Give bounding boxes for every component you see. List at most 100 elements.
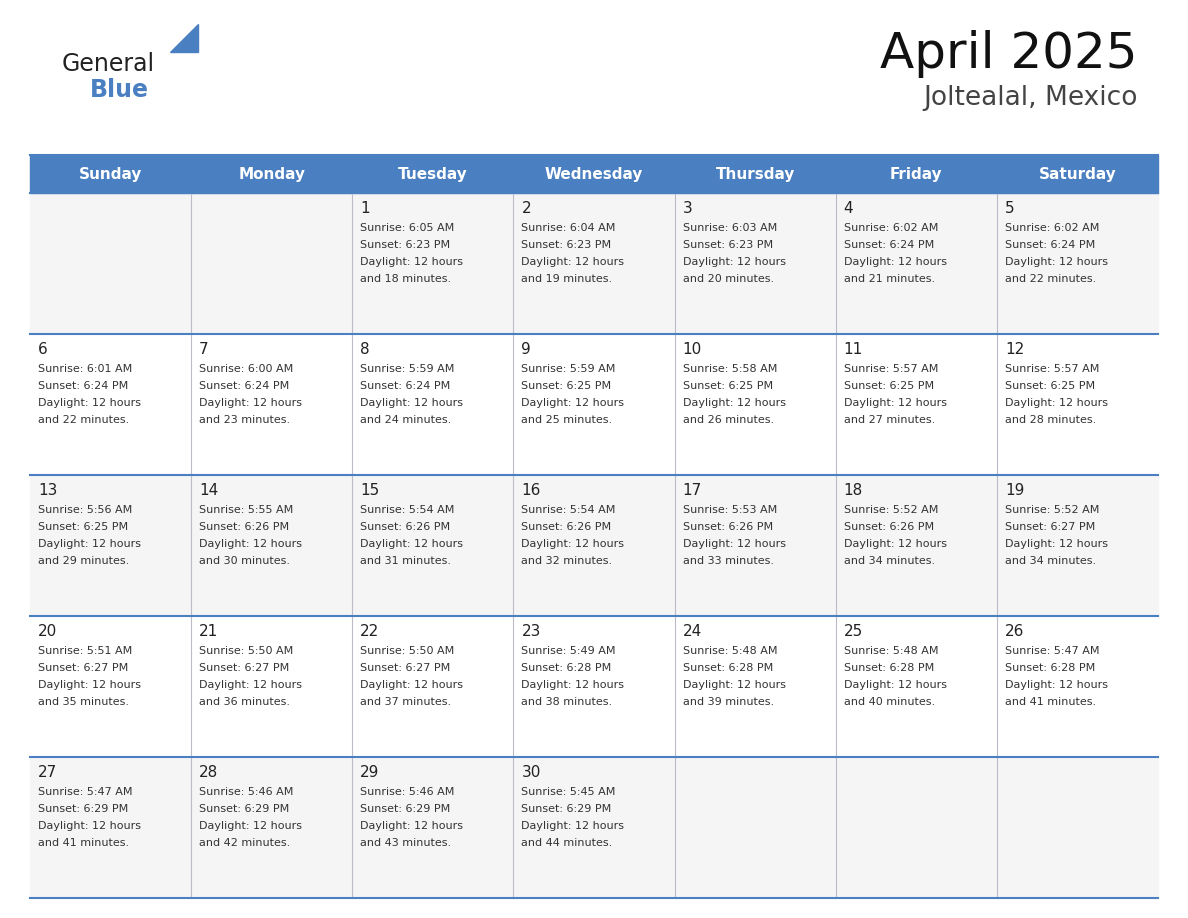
Text: and 35 minutes.: and 35 minutes. [38,697,129,707]
Text: Sunset: 6:23 PM: Sunset: 6:23 PM [360,240,450,250]
Text: Daylight: 12 hours: Daylight: 12 hours [38,398,141,408]
Text: 30: 30 [522,765,541,780]
Text: Daylight: 12 hours: Daylight: 12 hours [843,257,947,267]
Text: and 22 minutes.: and 22 minutes. [38,415,129,425]
Text: Sunrise: 6:02 AM: Sunrise: 6:02 AM [843,223,939,233]
Text: Daylight: 12 hours: Daylight: 12 hours [683,539,785,549]
Text: Sunset: 6:24 PM: Sunset: 6:24 PM [38,381,128,391]
Text: Sunrise: 5:49 AM: Sunrise: 5:49 AM [522,646,615,656]
Text: 3: 3 [683,201,693,216]
Text: and 34 minutes.: and 34 minutes. [1005,556,1097,566]
Text: 14: 14 [200,483,219,498]
Text: Daylight: 12 hours: Daylight: 12 hours [522,821,625,831]
Text: and 31 minutes.: and 31 minutes. [360,556,451,566]
Text: Sunrise: 5:50 AM: Sunrise: 5:50 AM [360,646,455,656]
Text: 24: 24 [683,624,702,639]
Text: and 27 minutes.: and 27 minutes. [843,415,935,425]
Text: Sunset: 6:26 PM: Sunset: 6:26 PM [843,522,934,532]
Text: Sunset: 6:24 PM: Sunset: 6:24 PM [360,381,450,391]
Text: 9: 9 [522,342,531,357]
Text: Sunset: 6:25 PM: Sunset: 6:25 PM [522,381,612,391]
Text: Sunset: 6:27 PM: Sunset: 6:27 PM [1005,522,1095,532]
Text: Sunset: 6:27 PM: Sunset: 6:27 PM [360,663,450,673]
Text: and 30 minutes.: and 30 minutes. [200,556,290,566]
Text: Sunrise: 5:58 AM: Sunrise: 5:58 AM [683,364,777,374]
Text: 15: 15 [360,483,379,498]
Text: and 44 minutes.: and 44 minutes. [522,838,613,848]
Text: Sunset: 6:25 PM: Sunset: 6:25 PM [843,381,934,391]
Text: Sunset: 6:29 PM: Sunset: 6:29 PM [38,804,128,814]
Text: Daylight: 12 hours: Daylight: 12 hours [360,539,463,549]
Text: 17: 17 [683,483,702,498]
Text: Wednesday: Wednesday [545,166,643,182]
Text: and 32 minutes.: and 32 minutes. [522,556,613,566]
Text: Sunrise: 5:59 AM: Sunrise: 5:59 AM [522,364,615,374]
Text: and 29 minutes.: and 29 minutes. [38,556,129,566]
Text: Sunset: 6:27 PM: Sunset: 6:27 PM [38,663,128,673]
Text: Daylight: 12 hours: Daylight: 12 hours [522,539,625,549]
Text: Sunrise: 5:52 AM: Sunrise: 5:52 AM [843,505,939,515]
Text: Sunrise: 6:05 AM: Sunrise: 6:05 AM [360,223,455,233]
Text: and 34 minutes.: and 34 minutes. [843,556,935,566]
Text: and 42 minutes.: and 42 minutes. [200,838,290,848]
Text: Daylight: 12 hours: Daylight: 12 hours [1005,680,1108,690]
Text: Saturday: Saturday [1038,166,1117,182]
Text: Monday: Monday [239,166,305,182]
Text: Joltealal, Mexico: Joltealal, Mexico [923,85,1138,111]
Text: Daylight: 12 hours: Daylight: 12 hours [683,257,785,267]
Text: Sunrise: 5:51 AM: Sunrise: 5:51 AM [38,646,132,656]
Text: Sunrise: 6:03 AM: Sunrise: 6:03 AM [683,223,777,233]
Text: Daylight: 12 hours: Daylight: 12 hours [38,680,141,690]
Text: 8: 8 [360,342,369,357]
Text: Sunrise: 6:00 AM: Sunrise: 6:00 AM [200,364,293,374]
Text: Sunset: 6:25 PM: Sunset: 6:25 PM [683,381,772,391]
Text: and 28 minutes.: and 28 minutes. [1005,415,1097,425]
Text: Sunset: 6:24 PM: Sunset: 6:24 PM [200,381,290,391]
Text: 12: 12 [1005,342,1024,357]
Text: 4: 4 [843,201,853,216]
Text: and 41 minutes.: and 41 minutes. [1005,697,1097,707]
Text: Sunrise: 5:48 AM: Sunrise: 5:48 AM [843,646,939,656]
Text: Sunset: 6:24 PM: Sunset: 6:24 PM [843,240,934,250]
Text: Friday: Friday [890,166,942,182]
Text: 13: 13 [38,483,57,498]
Text: Sunrise: 5:48 AM: Sunrise: 5:48 AM [683,646,777,656]
Text: Sunset: 6:29 PM: Sunset: 6:29 PM [200,804,290,814]
Text: 25: 25 [843,624,862,639]
Text: Sunrise: 5:55 AM: Sunrise: 5:55 AM [200,505,293,515]
Text: Sunset: 6:27 PM: Sunset: 6:27 PM [200,663,290,673]
Text: Sunrise: 5:50 AM: Sunrise: 5:50 AM [200,646,293,656]
Text: Sunrise: 5:57 AM: Sunrise: 5:57 AM [1005,364,1099,374]
Text: and 22 minutes.: and 22 minutes. [1005,274,1097,284]
Text: Sunrise: 5:46 AM: Sunrise: 5:46 AM [360,787,455,797]
Text: and 40 minutes.: and 40 minutes. [843,697,935,707]
Bar [30,193,1158,334]
Text: Sunset: 6:25 PM: Sunset: 6:25 PM [1005,381,1095,391]
Text: 16: 16 [522,483,541,498]
Text: Daylight: 12 hours: Daylight: 12 hours [38,821,141,831]
Text: Sunset: 6:29 PM: Sunset: 6:29 PM [360,804,450,814]
Text: 20: 20 [38,624,57,639]
Text: Daylight: 12 hours: Daylight: 12 hours [843,680,947,690]
Text: Daylight: 12 hours: Daylight: 12 hours [843,398,947,408]
Text: April 2025: April 2025 [880,30,1138,78]
Text: Sunset: 6:28 PM: Sunset: 6:28 PM [522,663,612,673]
Bar [30,475,1158,616]
Text: and 38 minutes.: and 38 minutes. [522,697,613,707]
Text: 23: 23 [522,624,541,639]
Text: 6: 6 [38,342,48,357]
Text: Daylight: 12 hours: Daylight: 12 hours [1005,539,1108,549]
Text: Sunday: Sunday [78,166,143,182]
Text: Daylight: 12 hours: Daylight: 12 hours [200,539,302,549]
Text: and 19 minutes.: and 19 minutes. [522,274,613,284]
Text: Sunset: 6:26 PM: Sunset: 6:26 PM [683,522,772,532]
Text: Sunset: 6:24 PM: Sunset: 6:24 PM [1005,240,1095,250]
Text: Tuesday: Tuesday [398,166,468,182]
Text: and 20 minutes.: and 20 minutes. [683,274,773,284]
Text: Sunrise: 5:45 AM: Sunrise: 5:45 AM [522,787,615,797]
Text: Sunset: 6:28 PM: Sunset: 6:28 PM [683,663,773,673]
Text: Daylight: 12 hours: Daylight: 12 hours [683,680,785,690]
Text: Daylight: 12 hours: Daylight: 12 hours [522,257,625,267]
Text: 22: 22 [360,624,379,639]
Text: Sunrise: 5:57 AM: Sunrise: 5:57 AM [843,364,939,374]
